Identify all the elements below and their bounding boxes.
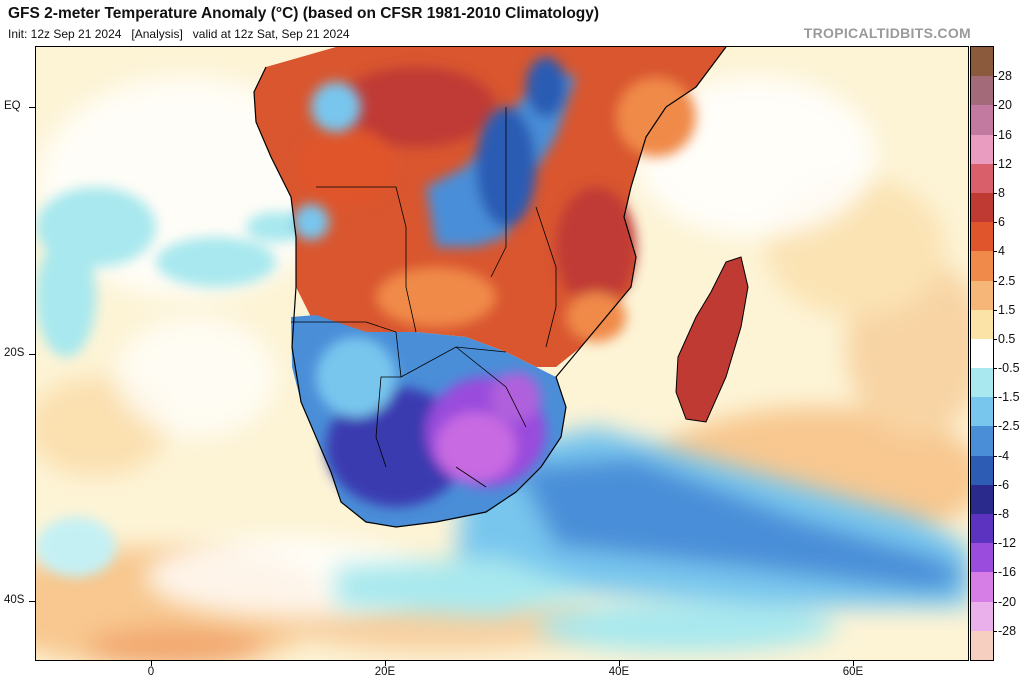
colorbar-cell bbox=[971, 280, 993, 311]
colorbar-tick bbox=[994, 280, 997, 282]
colorbar-tick bbox=[994, 455, 997, 457]
colorbar-label: -4 bbox=[998, 448, 1010, 463]
colorbar-cell bbox=[971, 426, 993, 457]
colorbar-tick bbox=[994, 192, 997, 194]
colorbar-label: 16 bbox=[998, 127, 1012, 142]
lon-label-0: 0 bbox=[147, 666, 155, 678]
colorbar-tick bbox=[994, 134, 997, 136]
colorbar-label: -12 bbox=[998, 536, 1017, 551]
colorbar-tick bbox=[994, 630, 997, 632]
country-borders bbox=[291, 107, 557, 488]
colorbar-tick bbox=[994, 484, 997, 486]
colorbar-label: -0.5 bbox=[998, 361, 1020, 376]
colorbar-cell bbox=[971, 572, 993, 603]
southern-ocean-cold-band bbox=[336, 427, 968, 652]
colorbar-cell bbox=[971, 105, 993, 136]
colorbar-label: 6 bbox=[998, 215, 1005, 230]
lon-label-60e: 60E bbox=[842, 666, 864, 678]
colorbar-label: -1.5 bbox=[998, 390, 1020, 405]
colorbar-cell bbox=[971, 543, 993, 573]
anomaly-field bbox=[36, 47, 968, 660]
colorbar-tick bbox=[994, 397, 997, 399]
colorbar-cell bbox=[971, 222, 993, 252]
colorbar-tick bbox=[994, 222, 997, 224]
colorbar-label: 8 bbox=[998, 185, 1005, 200]
colorbar-cell bbox=[971, 397, 993, 427]
colorbar-label: 20 bbox=[998, 98, 1012, 113]
colorbar-cell bbox=[971, 76, 993, 106]
colorbar bbox=[970, 46, 994, 661]
colorbar-cell bbox=[971, 47, 993, 77]
map-title: GFS 2-meter Temperature Anomaly (°C) (ba… bbox=[8, 5, 600, 22]
colorbar-tick bbox=[994, 426, 997, 428]
colorbar-label: -8 bbox=[998, 507, 1010, 522]
colorbar-cell bbox=[971, 630, 993, 661]
lat-tick-20s bbox=[29, 354, 35, 355]
anomaly-map[interactable] bbox=[35, 46, 969, 661]
colorbar-tick bbox=[994, 368, 997, 370]
colorbar-tick bbox=[994, 163, 997, 165]
lat-label-40s: 40S bbox=[4, 594, 25, 606]
colorbar-cell bbox=[971, 484, 993, 515]
map-subtitle: Init: 12z Sep 21 2024 [Analysis] valid a… bbox=[8, 27, 350, 41]
ocean-cool-patches bbox=[36, 187, 306, 577]
colorbar-label: 0.5 bbox=[998, 331, 1016, 346]
lon-tick-0 bbox=[151, 661, 152, 666]
colorbar-label: 12 bbox=[998, 156, 1012, 171]
southern-africa-cold-core bbox=[316, 337, 546, 507]
coastline-africa bbox=[253, 47, 727, 528]
colorbar-cell bbox=[971, 134, 993, 165]
colorbar-cell bbox=[971, 601, 993, 632]
colorbar-label: 28 bbox=[998, 69, 1012, 84]
colorbar-label: 1.5 bbox=[998, 302, 1016, 317]
colorbar-label: -2.5 bbox=[998, 419, 1020, 434]
colorbar-tick bbox=[994, 105, 997, 107]
colorbar-tick bbox=[994, 572, 997, 574]
colorbar-cell bbox=[971, 251, 993, 282]
colorbar-cell bbox=[971, 338, 993, 369]
colorbar-cell bbox=[971, 192, 993, 223]
colorbar-label: 4 bbox=[998, 244, 1005, 259]
colorbar-label: -6 bbox=[998, 477, 1010, 492]
colorbar-tick bbox=[994, 338, 997, 340]
colorbar-label: -28 bbox=[998, 623, 1017, 638]
colorbar-cell bbox=[971, 163, 993, 194]
lat-tick-eq bbox=[29, 107, 35, 108]
lon-tick-60e bbox=[853, 661, 854, 666]
colorbar-cell bbox=[971, 368, 993, 398]
madagascar bbox=[675, 256, 749, 423]
lon-tick-40e bbox=[619, 661, 620, 666]
lat-label-eq: EQ bbox=[4, 100, 21, 112]
colorbar-tick bbox=[994, 251, 997, 253]
lon-label-40e: 40E bbox=[608, 666, 630, 678]
lat-tick-40s bbox=[29, 601, 35, 602]
colorbar-label: -20 bbox=[998, 594, 1017, 609]
lon-tick-20e bbox=[385, 661, 386, 666]
lat-label-20s: 20S bbox=[4, 347, 25, 359]
colorbar-tick bbox=[994, 543, 997, 545]
colorbar-cell bbox=[971, 309, 993, 340]
colorbar-cell bbox=[971, 455, 993, 486]
colorbar-cell bbox=[971, 514, 993, 544]
colorbar-tick bbox=[994, 76, 997, 78]
colorbar-label: 2.5 bbox=[998, 273, 1016, 288]
source-credit[interactable]: TROPICALTIDBITS.COM bbox=[803, 25, 971, 41]
colorbar-tick bbox=[994, 514, 997, 516]
lon-label-20e: 20E bbox=[374, 666, 396, 678]
colorbar-label: -16 bbox=[998, 565, 1017, 580]
colorbar-tick bbox=[994, 309, 997, 311]
colorbar-tick bbox=[994, 601, 997, 603]
